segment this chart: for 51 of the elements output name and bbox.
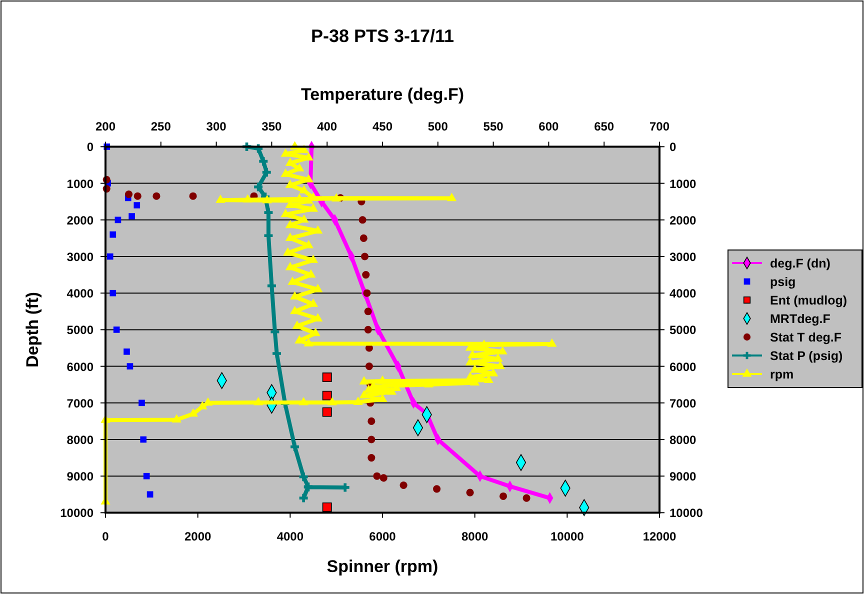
x-tick-label: 6000 (369, 530, 396, 544)
legend-label: Stat P (psig) (770, 349, 843, 363)
y2-tick-label: 8000 (670, 433, 697, 447)
x-tick-label: 0 (102, 530, 110, 544)
y-tick-label: 3000 (66, 250, 94, 264)
y-tick-label: 7000 (66, 396, 94, 410)
x-tick-label: 12000 (642, 530, 677, 544)
y2-tick-label: 3000 (670, 250, 697, 264)
x2-tick-label: 550 (483, 120, 504, 134)
y-tick-label: 2000 (66, 213, 94, 228)
y2-tick-label: 2000 (670, 213, 697, 228)
y2-tick-label: 6000 (670, 360, 697, 374)
y2-tick-label: 1000 (670, 176, 697, 191)
x-axis-title: Spinner (rpm) (326, 557, 438, 576)
legend-label: psig (770, 275, 796, 289)
y2-tick-label: 10000 (670, 506, 704, 520)
x2-tick-label: 300 (206, 120, 227, 134)
x2-tick-label: 700 (649, 120, 670, 134)
y-tick-label: 9000 (66, 470, 94, 484)
y2-tick-label: 5000 (670, 323, 697, 338)
x2-tick-label: 650 (594, 120, 614, 134)
y-tick-label: 5000 (66, 323, 94, 338)
y-tick-label: 0 (86, 140, 94, 154)
x-tick-label: 2000 (184, 530, 212, 544)
x2-tick-label: 250 (150, 120, 172, 134)
y-axis-title: Depth (ft) (23, 292, 42, 368)
y-tick-label: 6000 (66, 360, 94, 374)
legend-label: Ent (mudlog) (770, 294, 848, 308)
x2-tick-label: 500 (428, 120, 448, 134)
y-tick-label: 8000 (66, 433, 94, 447)
x-tick-label: 8000 (461, 530, 489, 544)
chart-title: P-38 PTS 3-17/11 (310, 26, 454, 46)
x2-tick-label: 400 (317, 120, 338, 134)
x-tick-label: 10000 (550, 530, 584, 544)
x-tick-label: 4000 (276, 530, 304, 544)
y2-tick-label: 7000 (670, 396, 697, 410)
legend-label: MRTdeg.F (770, 312, 831, 326)
legend-label: deg.F (dn) (770, 256, 830, 270)
x2-tick-label: 600 (538, 120, 560, 134)
legend-label: rpm (770, 368, 794, 382)
y2-tick-label: 9000 (670, 470, 697, 484)
y-tick-label: 10000 (60, 506, 94, 520)
x2-tick-label: 450 (372, 120, 393, 134)
x2-tick-label: 350 (262, 120, 282, 134)
legend-label: Stat T deg.F (770, 330, 842, 344)
x2-tick-label: 200 (95, 120, 116, 134)
y-tick-label: 4000 (66, 286, 94, 301)
y-tick-label: 1000 (66, 176, 94, 191)
y2-tick-label: 0 (670, 140, 676, 154)
y2-tick-label: 4000 (670, 286, 697, 301)
x2-axis-title: Temperature (deg.F) (300, 85, 464, 104)
